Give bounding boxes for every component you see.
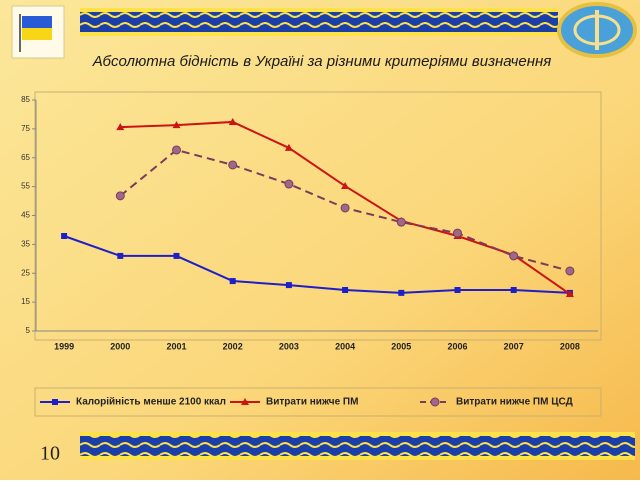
y-tick-label: 25	[21, 268, 30, 277]
point	[172, 121, 181, 129]
point	[228, 160, 238, 170]
x-tick-label: 2001	[166, 341, 186, 351]
legend-marker	[241, 398, 249, 405]
point	[340, 203, 350, 213]
point	[284, 179, 294, 189]
x-tick-label: 2006	[447, 341, 467, 351]
series-line	[63, 235, 570, 294]
x-tick-label: 2004	[335, 341, 355, 351]
point	[172, 145, 181, 155]
point	[565, 290, 574, 298]
point	[116, 123, 125, 131]
x-tick-label: 2002	[223, 341, 243, 351]
point	[396, 217, 406, 227]
point	[284, 143, 293, 151]
y-tick-label: 45	[21, 211, 30, 220]
y-tick-label: 85	[21, 95, 30, 104]
point	[342, 286, 349, 293]
flag-icon	[11, 5, 65, 59]
x-tick-label: 2003	[279, 341, 299, 351]
y-tick-label: 75	[21, 124, 30, 133]
y-tick-label: 35	[21, 239, 30, 248]
point	[398, 289, 405, 296]
legend-label: Витрати нижче ПМ	[266, 397, 358, 408]
legend-marker	[430, 397, 440, 407]
point	[453, 228, 462, 238]
point	[341, 182, 350, 190]
point	[228, 117, 237, 125]
bottom-band	[80, 432, 635, 460]
top-band	[80, 8, 558, 36]
point	[117, 252, 124, 259]
x-tick-label: 2008	[560, 341, 580, 351]
y-tick-label: 15	[21, 297, 30, 306]
point	[509, 251, 519, 261]
point	[285, 282, 292, 289]
legend-marker	[52, 399, 58, 405]
x-tick-label: 2000	[110, 341, 130, 351]
x-tick-label: 2005	[391, 341, 411, 351]
chart: 5 15 25 35 45 55 65 75 85 1999 2000 2001 2002 2003 200…	[21, 95, 598, 408]
point	[173, 252, 180, 259]
y-tick-label: 65	[21, 153, 30, 162]
logo	[557, 2, 637, 58]
point	[229, 278, 236, 285]
slide-number: 10	[40, 443, 60, 465]
point	[510, 286, 517, 293]
point	[115, 191, 125, 201]
y-tick-label: 55	[21, 182, 30, 191]
y-tick-label: 5	[26, 326, 31, 335]
legend-label: Витрати нижче ПМ ЦСД	[456, 397, 573, 408]
legend-frame	[34, 387, 602, 417]
point	[565, 266, 575, 276]
point	[61, 233, 68, 240]
point	[454, 286, 461, 293]
legend-label: Калорійність менше 2100 ккал	[76, 397, 226, 408]
x-tick-label: 1999	[54, 341, 74, 351]
chart-title: Абсолютна бідність в Україні за різними …	[92, 53, 552, 70]
x-tick-label: 2007	[504, 341, 524, 351]
